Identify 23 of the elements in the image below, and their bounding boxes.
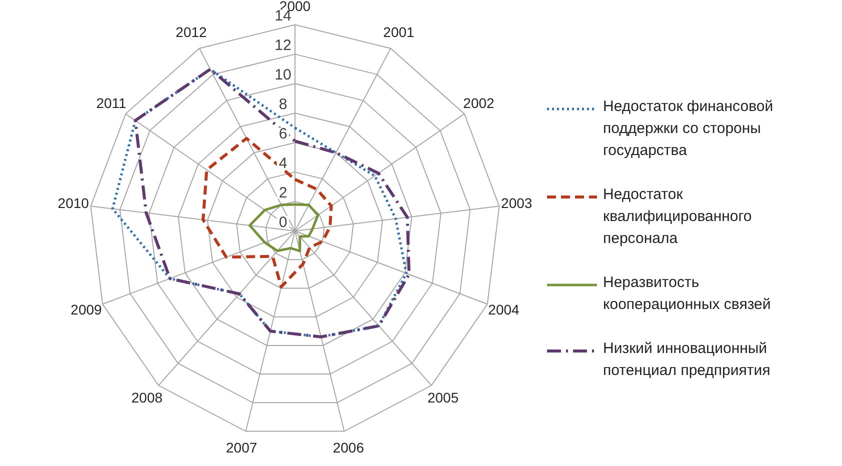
spoke-label: 2009 bbox=[70, 301, 102, 318]
y-tick-label: 6 bbox=[278, 126, 288, 143]
spoke-label: 2003 bbox=[501, 195, 532, 212]
spoke-label: 2012 bbox=[176, 24, 208, 40]
spoke-label: 2002 bbox=[463, 94, 495, 111]
spoke-label: 2001 bbox=[383, 24, 415, 40]
spoke-label: 2008 bbox=[131, 390, 163, 406]
legend-label: Низкий инновационный потенциал предприятия bbox=[603, 340, 770, 379]
legend-label: Недостаток квалифицированного персонала bbox=[603, 186, 752, 247]
y-tick-label: 0 bbox=[278, 214, 288, 231]
legend-label: Недостаток финансовой поддержки со стороны государства bbox=[603, 98, 774, 159]
spoke-label: 2010 bbox=[58, 195, 90, 212]
y-tick-label: 2 bbox=[278, 184, 288, 202]
y-tick-label: 12 bbox=[274, 37, 292, 54]
spoke-label: 2005 bbox=[427, 390, 459, 406]
legend-label: Неразвитость кооперационных связей bbox=[603, 274, 771, 313]
spoke-label: 2011 bbox=[96, 94, 127, 111]
spoke-label: 2004 bbox=[488, 301, 520, 318]
y-tick-label: 8 bbox=[278, 96, 288, 114]
y-tick-label: 4 bbox=[278, 155, 288, 172]
spoke-label: 2007 bbox=[226, 439, 258, 456]
y-tick-label: 10 bbox=[274, 66, 292, 84]
spoke-label: 2006 bbox=[332, 439, 364, 456]
